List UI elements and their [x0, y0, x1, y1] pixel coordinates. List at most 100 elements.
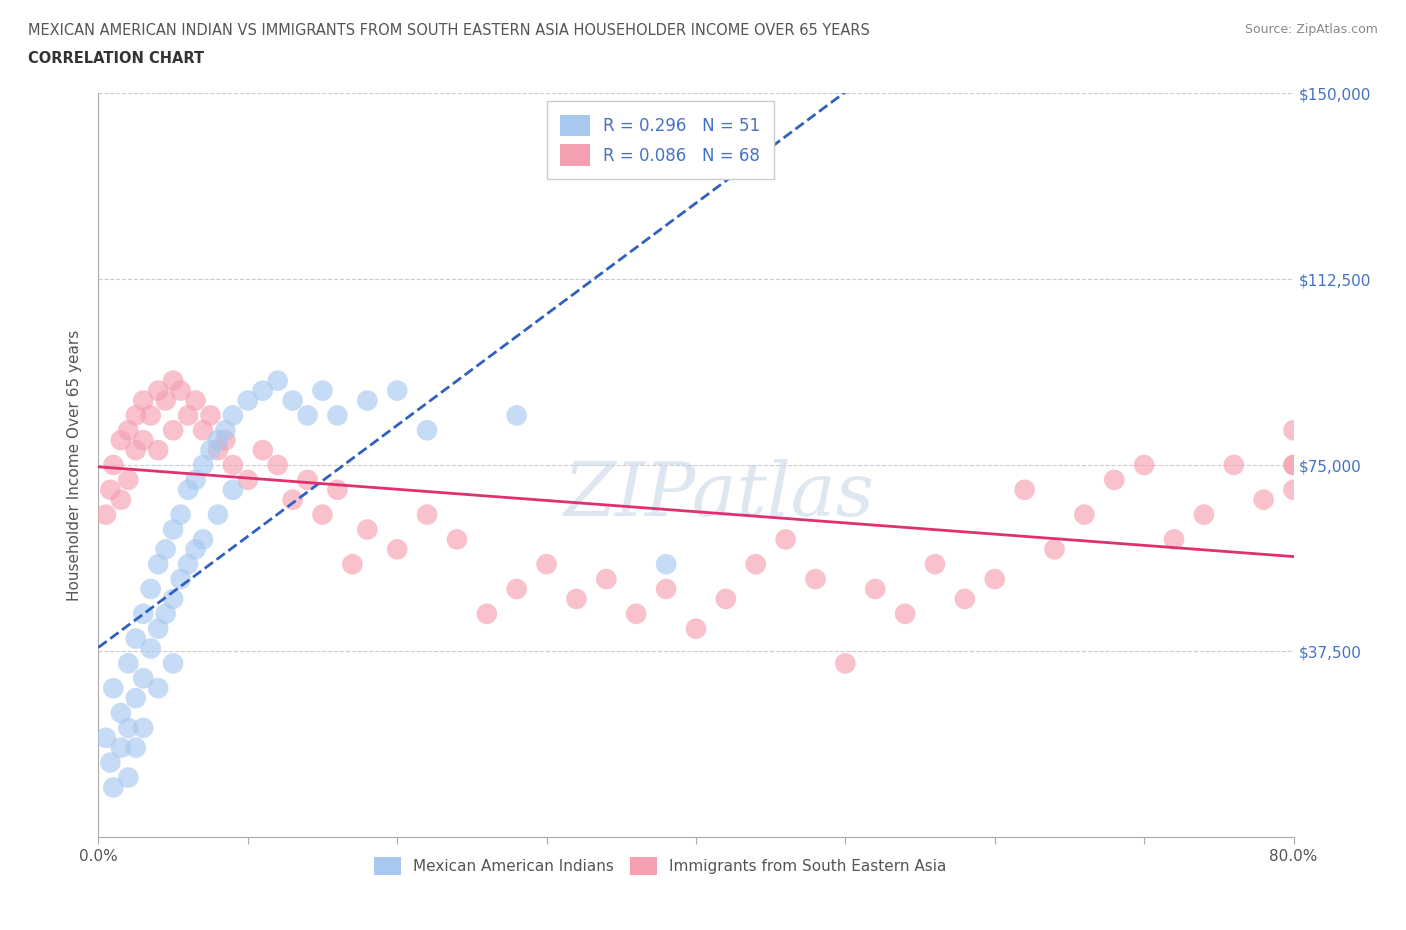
Point: [155, 542, 177, 557]
Point: [506, 581, 529, 596]
Point: [297, 408, 319, 423]
Point: [191, 532, 214, 547]
Point: [200, 443, 222, 458]
Point: [177, 483, 200, 498]
Point: [169, 383, 191, 398]
Point: [326, 483, 349, 498]
Point: [207, 507, 229, 522]
Point: [385, 383, 409, 398]
Point: [565, 591, 588, 606]
Point: [132, 432, 155, 447]
Point: [834, 656, 856, 671]
Point: [385, 542, 409, 557]
Point: [804, 572, 827, 587]
Point: [342, 557, 364, 572]
Point: [177, 557, 200, 572]
Point: [1253, 492, 1275, 507]
Point: [139, 641, 162, 656]
Text: CORRELATION CHART: CORRELATION CHART: [28, 51, 204, 66]
Point: [356, 522, 378, 537]
Point: [655, 581, 678, 596]
Point: [222, 483, 245, 498]
Point: [446, 532, 468, 547]
Point: [184, 472, 207, 487]
Point: [356, 393, 378, 408]
Point: [125, 443, 148, 458]
Point: [1043, 542, 1066, 557]
Point: [626, 606, 648, 621]
Text: ZIPatlas: ZIPatlas: [564, 458, 876, 531]
Point: [139, 408, 162, 423]
Point: [311, 507, 333, 522]
Point: [222, 408, 245, 423]
Point: [236, 472, 259, 487]
Point: [685, 621, 707, 636]
Point: [1014, 483, 1036, 498]
Point: [139, 581, 162, 596]
Point: [1133, 458, 1156, 472]
Point: [297, 472, 319, 487]
Point: [125, 691, 148, 706]
Point: [191, 423, 214, 438]
Point: [191, 458, 214, 472]
Point: [1223, 458, 1246, 472]
Point: [125, 740, 148, 755]
Point: [506, 408, 529, 423]
Point: [117, 721, 139, 736]
Point: [1073, 507, 1095, 522]
Point: [865, 581, 887, 596]
Point: [169, 572, 191, 587]
Point: [236, 393, 259, 408]
Point: [207, 432, 229, 447]
Point: [125, 408, 148, 423]
Point: [536, 557, 558, 572]
Point: [1192, 507, 1215, 522]
Point: [475, 606, 498, 621]
Point: [267, 373, 290, 388]
Point: [169, 507, 191, 522]
Point: [94, 507, 117, 522]
Point: [1282, 423, 1305, 438]
Point: [252, 443, 274, 458]
Point: [148, 383, 170, 398]
Point: [162, 423, 184, 438]
Point: [148, 621, 170, 636]
Point: [655, 557, 678, 572]
Point: [125, 631, 148, 646]
Point: [214, 432, 236, 447]
Point: [200, 408, 222, 423]
Point: [222, 458, 245, 472]
Point: [184, 393, 207, 408]
Text: Source: ZipAtlas.com: Source: ZipAtlas.com: [1244, 23, 1378, 36]
Point: [745, 557, 768, 572]
Point: [714, 591, 737, 606]
Point: [311, 383, 333, 398]
Point: [1282, 483, 1305, 498]
Point: [132, 671, 155, 685]
Point: [148, 443, 170, 458]
Y-axis label: Householder Income Over 65 years: Householder Income Over 65 years: [67, 329, 83, 601]
Point: [98, 755, 122, 770]
Point: [177, 408, 200, 423]
Point: [416, 423, 439, 438]
Text: MEXICAN AMERICAN INDIAN VS IMMIGRANTS FROM SOUTH EASTERN ASIA HOUSEHOLDER INCOME: MEXICAN AMERICAN INDIAN VS IMMIGRANTS FR…: [28, 23, 870, 38]
Point: [117, 472, 139, 487]
Point: [162, 656, 184, 671]
Point: [103, 780, 125, 795]
Point: [924, 557, 946, 572]
Point: [117, 423, 139, 438]
Point: [1104, 472, 1126, 487]
Point: [207, 443, 229, 458]
Point: [1163, 532, 1185, 547]
Point: [94, 730, 117, 745]
Point: [132, 721, 155, 736]
Point: [132, 606, 155, 621]
Point: [1282, 458, 1305, 472]
Legend: Mexican American Indians, Immigrants from South Eastern Asia: Mexican American Indians, Immigrants fro…: [367, 851, 953, 882]
Point: [1282, 458, 1305, 472]
Point: [148, 681, 170, 696]
Point: [162, 373, 184, 388]
Point: [103, 458, 125, 472]
Point: [155, 606, 177, 621]
Point: [110, 740, 132, 755]
